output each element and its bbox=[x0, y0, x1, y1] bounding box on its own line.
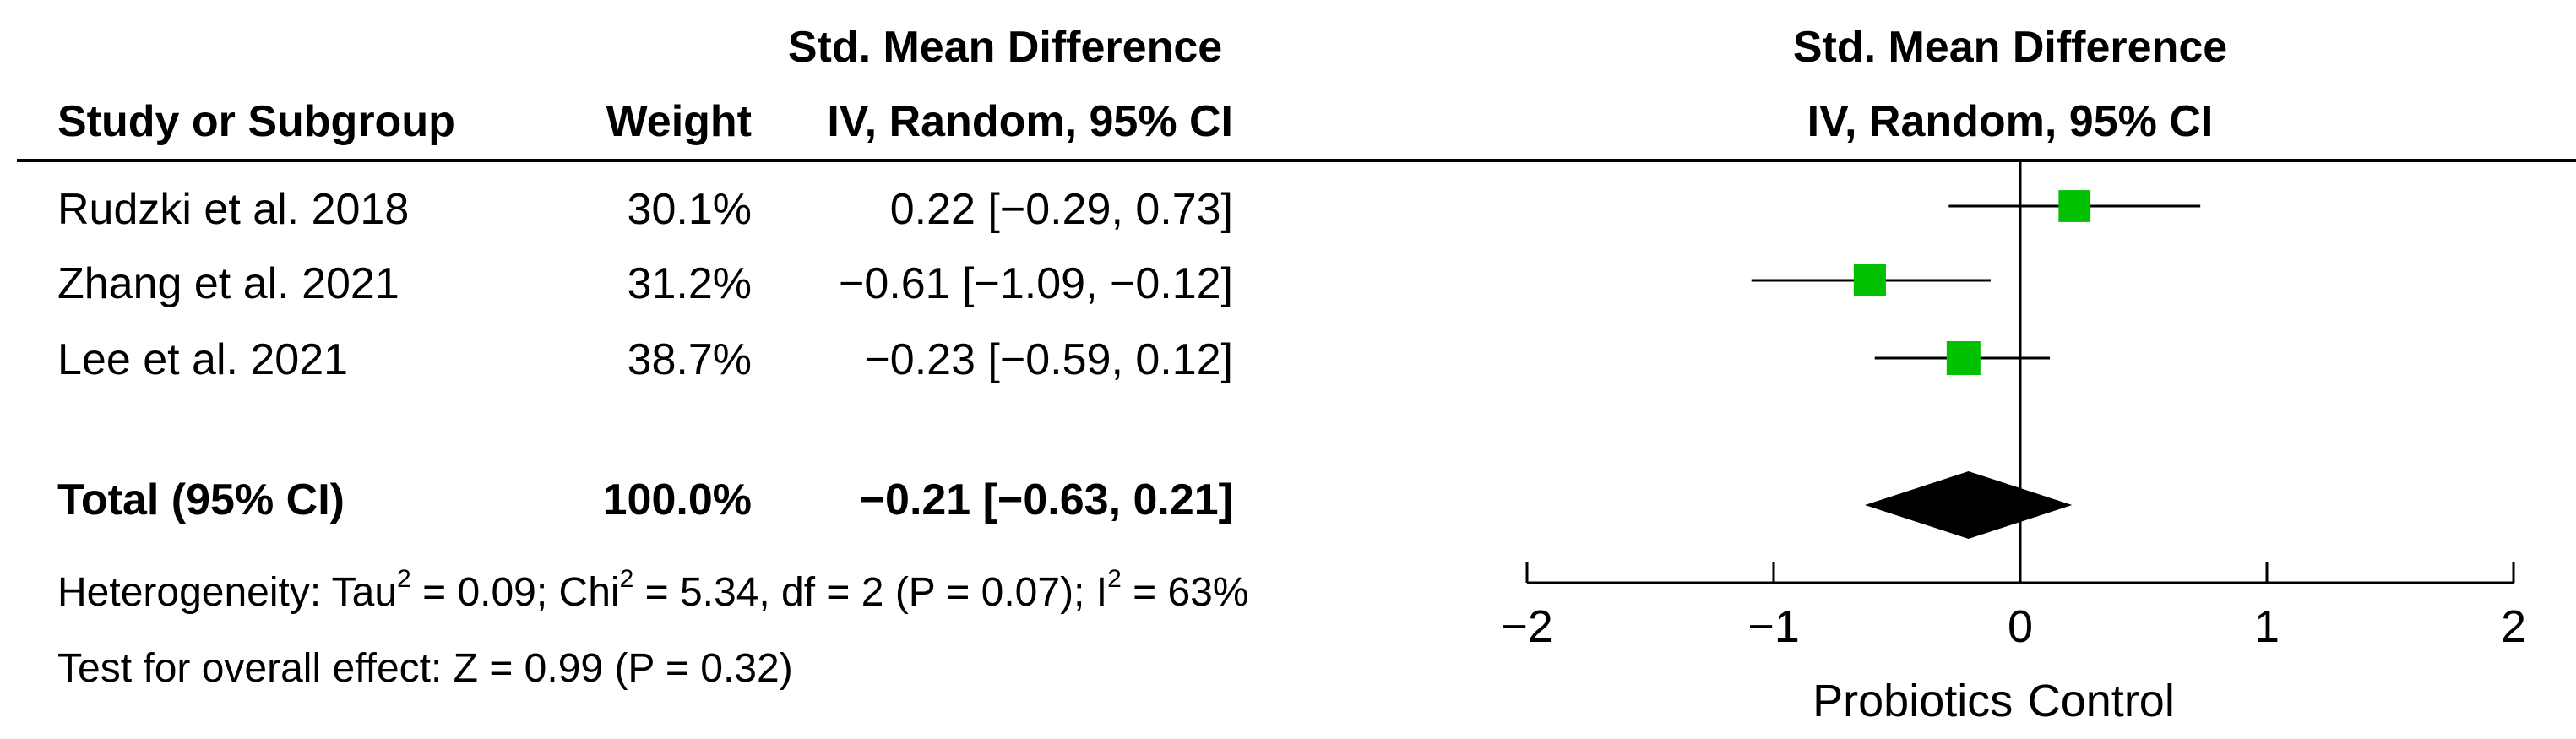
study-ci: −0.23 [−0.59, 0.12] bbox=[864, 335, 1233, 384]
total-weight: 100.0% bbox=[602, 475, 752, 524]
study-marker bbox=[1853, 264, 1886, 297]
x-tick-label: 2 bbox=[2501, 601, 2526, 652]
study-weight: 30.1% bbox=[627, 185, 752, 234]
header-divider bbox=[17, 159, 2576, 162]
effect-header-line2: IV, Random, 95% CI bbox=[827, 97, 1233, 146]
plot-header-line2: IV, Random, 95% CI bbox=[1807, 97, 2214, 146]
effect-header-line1: Std. Mean Difference bbox=[787, 23, 1223, 72]
total-ci: −0.21 [−0.63, 0.21] bbox=[859, 475, 1233, 524]
pooled-diamond bbox=[1865, 471, 2073, 539]
overall-effect-text: Test for overall effect: Z = 0.99 (P = 0… bbox=[57, 646, 793, 691]
x-tick-label: −2 bbox=[1501, 601, 1553, 652]
study-name: Lee et al. 2021 bbox=[57, 335, 349, 384]
weight-column-header: Weight bbox=[606, 97, 752, 146]
study-marker bbox=[1946, 341, 1981, 375]
study-marker bbox=[2058, 190, 2091, 222]
study-ci: 0.22 [−0.29, 0.73] bbox=[889, 185, 1233, 234]
x-tick-label: 0 bbox=[2008, 601, 2033, 652]
x-tick-label: −1 bbox=[1747, 601, 1800, 652]
plot-header-line1: Std. Mean Difference bbox=[1792, 23, 2228, 72]
study-name: Rudzki et al. 2018 bbox=[57, 185, 410, 234]
x-tick-label: 1 bbox=[2254, 601, 2280, 652]
favours-control-label: Control bbox=[2028, 676, 2175, 726]
study-name: Zhang et al. 2021 bbox=[57, 259, 399, 308]
total-label: Total (95% CI) bbox=[57, 475, 345, 524]
study-ci: −0.61 [−1.09, −0.12] bbox=[839, 259, 1233, 308]
study-weight: 38.7% bbox=[627, 335, 752, 384]
favours-probiotics-label: Probiotics bbox=[1812, 676, 2013, 726]
study-column-header: Study or Subgroup bbox=[57, 97, 455, 146]
heterogeneity-text: Heterogeneity: Tau2 = 0.09; Chi2 = 5.34,… bbox=[57, 565, 1249, 615]
study-weight: 31.2% bbox=[627, 259, 752, 308]
